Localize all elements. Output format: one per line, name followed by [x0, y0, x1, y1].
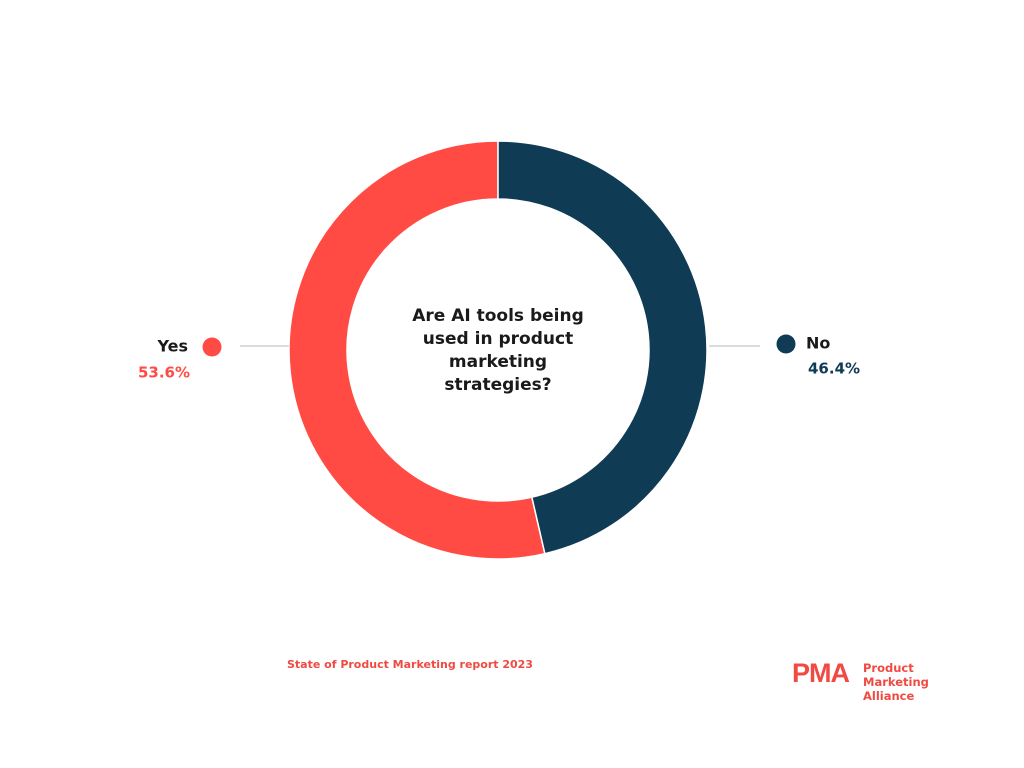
- legend-dot: [202, 337, 222, 357]
- donut-segment: [288, 140, 546, 560]
- value-label: 53.6%: [138, 364, 190, 382]
- chart-title: Are AI tools being used in product marke…: [412, 306, 584, 395]
- category-label: No: [806, 334, 830, 353]
- logo-mark: PMA: [792, 658, 850, 688]
- legend-dot: [776, 334, 796, 354]
- value-label: 46.4%: [808, 360, 860, 378]
- source: State of Product Marketing report 2023: [287, 658, 533, 671]
- category-label: Yes: [157, 337, 189, 356]
- logo-name: Product Marketing Alliance: [863, 661, 929, 703]
- donut-segment: [497, 140, 708, 555]
